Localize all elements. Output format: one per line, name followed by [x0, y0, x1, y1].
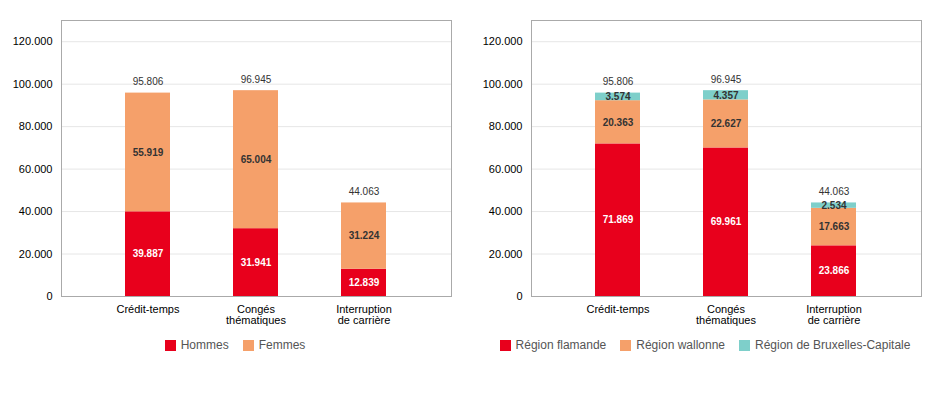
- svg-text:60.000: 60.000: [19, 163, 53, 175]
- svg-text:39.887: 39.887: [133, 248, 164, 259]
- svg-text:0: 0: [46, 290, 52, 302]
- html-text:Région wallonne: Région wallonne: [636, 338, 725, 352]
- svg-text:80.000: 80.000: [489, 120, 523, 132]
- svg-text:120.000: 120.000: [13, 35, 53, 47]
- svg-text:Congésthématiques: Congésthématiques: [226, 303, 286, 326]
- svg-text:20.000: 20.000: [489, 248, 523, 260]
- html-text:Hommes: Hommes: [180, 338, 229, 352]
- html-text:Région de Bruxelles-Capitale: Région de Bruxelles-Capitale: [755, 338, 911, 352]
- svg-text:Crédit-temps: Crédit-temps: [587, 303, 650, 315]
- svg-text:Interruptionde carrière: Interruptionde carrière: [336, 303, 392, 326]
- svg-text:69.961: 69.961: [711, 216, 742, 227]
- svg-text:Interruptionde carrière: Interruptionde carrière: [806, 303, 862, 326]
- svg-text:23.866: 23.866: [819, 265, 850, 276]
- svg-text:22.627: 22.627: [711, 118, 742, 129]
- svg-text:60.000: 60.000: [489, 163, 523, 175]
- svg-text:71.869: 71.869: [603, 214, 634, 225]
- svg-text:96.945: 96.945: [241, 74, 272, 85]
- svg-text:55.919: 55.919: [133, 147, 164, 158]
- svg-text:20.000: 20.000: [19, 248, 53, 260]
- svg-text:31.224: 31.224: [349, 230, 380, 241]
- html-text:Femmes: Femmes: [258, 338, 306, 352]
- svg-text:65.004: 65.004: [241, 154, 272, 165]
- svg-text:44.063: 44.063: [819, 186, 850, 197]
- svg-text:4.357: 4.357: [713, 90, 738, 101]
- svg-text:96.945: 96.945: [711, 74, 742, 85]
- svg-text:120.000: 120.000: [483, 35, 523, 47]
- svg-text:40.000: 40.000: [489, 205, 523, 217]
- html-text:Région flamande: Région flamande: [515, 338, 607, 352]
- svg-text:100.000: 100.000: [483, 78, 523, 90]
- svg-text:80.000: 80.000: [19, 120, 53, 132]
- svg-text:100.000: 100.000: [13, 78, 53, 90]
- svg-text:0: 0: [516, 290, 522, 302]
- svg-text:20.363: 20.363: [603, 117, 634, 128]
- svg-text:95.806: 95.806: [603, 76, 634, 87]
- svg-text:Congésthématiques: Congésthématiques: [696, 303, 756, 326]
- svg-text:2.534: 2.534: [821, 200, 846, 211]
- svg-text:Crédit-temps: Crédit-temps: [117, 303, 180, 315]
- svg-text:12.839: 12.839: [349, 277, 380, 288]
- svg-text:17.663: 17.663: [819, 221, 850, 232]
- svg-text:31.941: 31.941: [241, 257, 272, 268]
- svg-text:40.000: 40.000: [19, 205, 53, 217]
- svg-text:95.806: 95.806: [133, 76, 164, 87]
- svg-text:3.574: 3.574: [605, 91, 630, 102]
- svg-text:44.063: 44.063: [349, 186, 380, 197]
